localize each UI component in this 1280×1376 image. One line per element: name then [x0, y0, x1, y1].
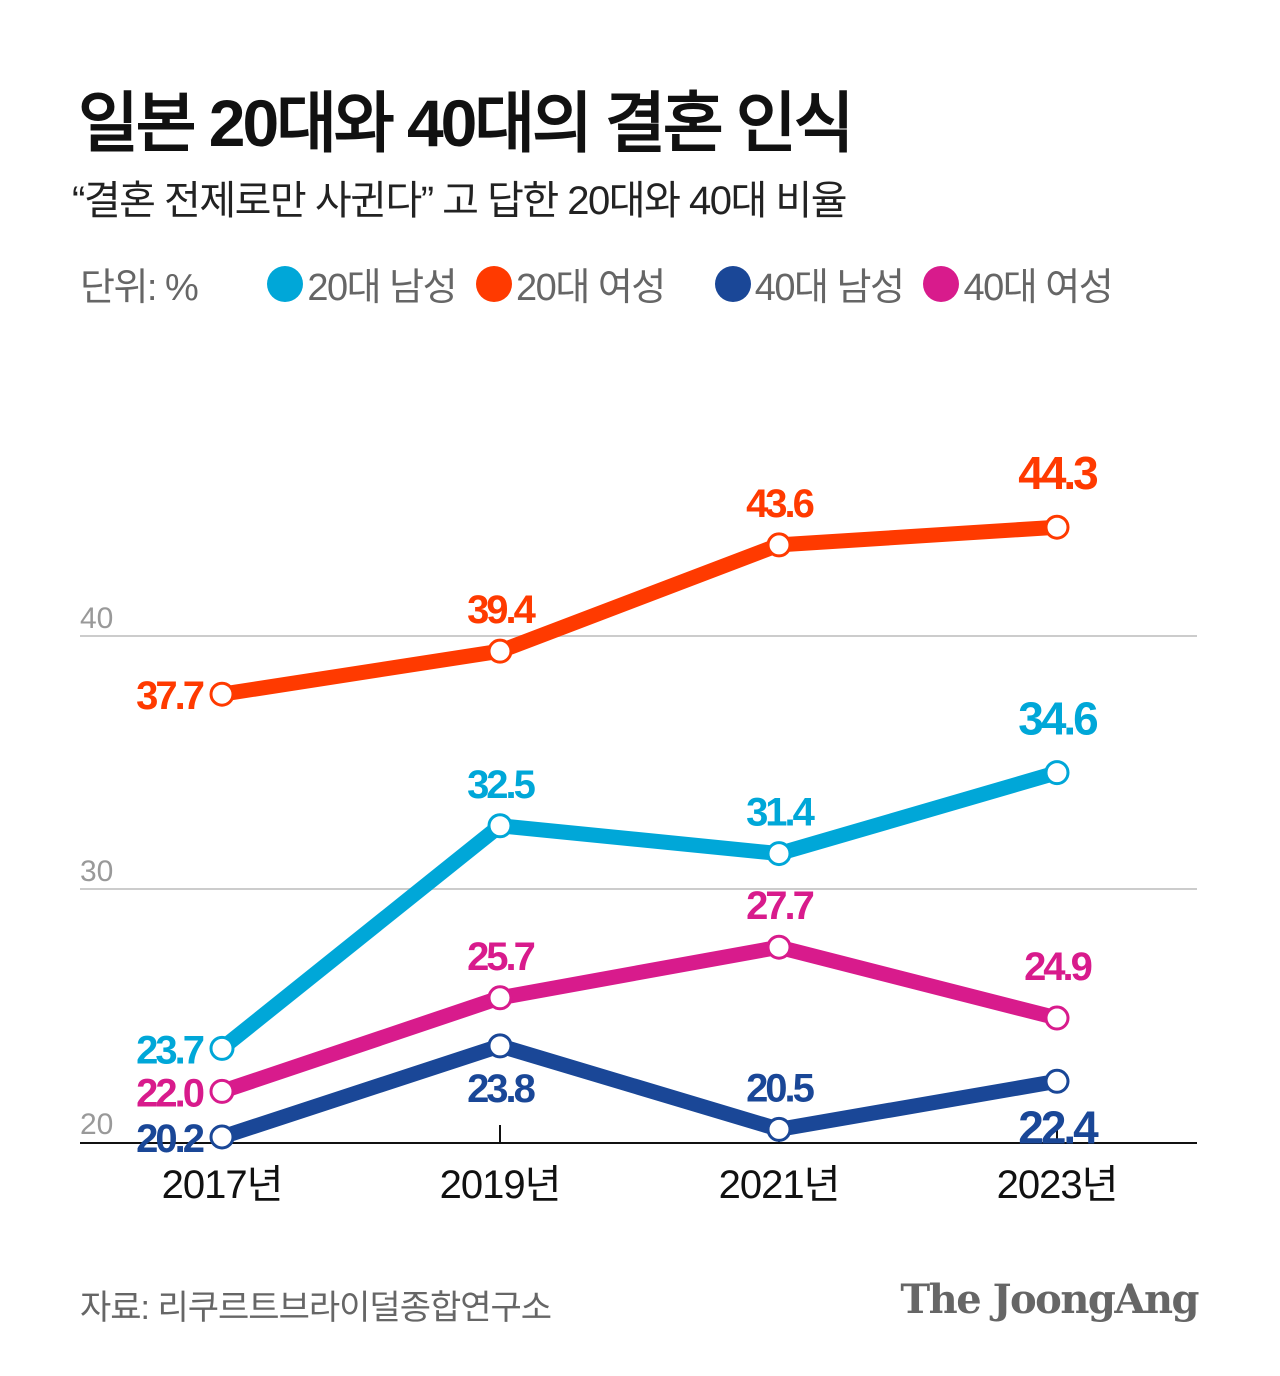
data-label: 25.7 [467, 935, 535, 979]
data-label: 31.4 [746, 791, 816, 835]
legend-dot [476, 265, 513, 302]
legend-label: 20대 여성 [516, 267, 666, 309]
data-point [766, 1116, 792, 1142]
data-point [209, 1078, 235, 1104]
data-point [209, 1124, 235, 1150]
series-line [214, 939, 1065, 1099]
legend-label: 40대 여성 [963, 267, 1113, 309]
data-point [766, 532, 792, 558]
legend-label: 40대 남성 [754, 267, 905, 309]
data-point [1044, 1005, 1070, 1031]
unit-label: 단위: % [80, 267, 199, 309]
data-label: 27.7 [746, 884, 814, 928]
data-point [766, 934, 792, 960]
data-point [1044, 760, 1070, 786]
data-point [209, 1035, 235, 1061]
source-note: 자료: 리쿠르트브라이덜종합연구소 [80, 1289, 552, 1327]
x-tick-label: 2021년 [719, 1163, 840, 1207]
series-line [214, 1038, 1065, 1145]
data-label: 37.7 [136, 674, 204, 718]
chart-title: 일본 20대와 40대의 결혼 인식 [78, 86, 854, 160]
data-point [487, 1033, 513, 1059]
x-tick-label: 2023년 [997, 1163, 1118, 1207]
data-label: 44.3 [1018, 447, 1097, 499]
data-point [487, 813, 513, 839]
data-label: 23.8 [467, 1067, 536, 1111]
chart-subtitle: “결혼 전제로만 사귄다” 고 답한 20대와 40대 비율 [72, 179, 848, 223]
y-tick-label: 40 [80, 602, 113, 635]
x-tick-label: 2019년 [440, 1163, 561, 1207]
legend-item: 20대 남성 [267, 256, 458, 311]
data-label: 39.4 [467, 588, 537, 632]
data-label: 20.5 [746, 1066, 815, 1110]
data-label: 20.2 [136, 1117, 204, 1161]
data-point [1044, 514, 1070, 540]
legend-dot [714, 265, 751, 302]
legend: 단위: % 20대 남성 20대 여성 40대 남성 40대 여성 [80, 256, 1132, 311]
data-label: 23.7 [136, 1028, 204, 1072]
legend-label: 20대 남성 [307, 267, 457, 309]
legend-item: 40대 남성 [714, 256, 905, 311]
data-label: 43.6 [746, 482, 814, 526]
data-point [766, 841, 792, 867]
publisher-logo: The JoongAng [900, 1276, 1199, 1323]
y-tick-label: 30 [80, 855, 113, 888]
data-point [209, 681, 235, 707]
data-point [487, 638, 513, 664]
legend-item: 40대 여성 [923, 256, 1114, 311]
data-label: 22.0 [136, 1071, 204, 1115]
data-label: 22.4 [1018, 1101, 1099, 1153]
legend-dot [267, 265, 304, 302]
legend-item: 20대 여성 [476, 256, 666, 311]
series-line [214, 765, 1065, 1056]
x-tick-label: 2017년 [162, 1163, 283, 1207]
data-label: 24.9 [1024, 945, 1092, 989]
data-point [1044, 1068, 1070, 1094]
y-tick-label: 20 [80, 1108, 113, 1141]
data-point [487, 985, 513, 1011]
series-line [214, 519, 1065, 702]
data-label: 32.5 [467, 763, 536, 807]
data-label: 34.6 [1018, 693, 1097, 745]
legend-dot [923, 265, 960, 302]
